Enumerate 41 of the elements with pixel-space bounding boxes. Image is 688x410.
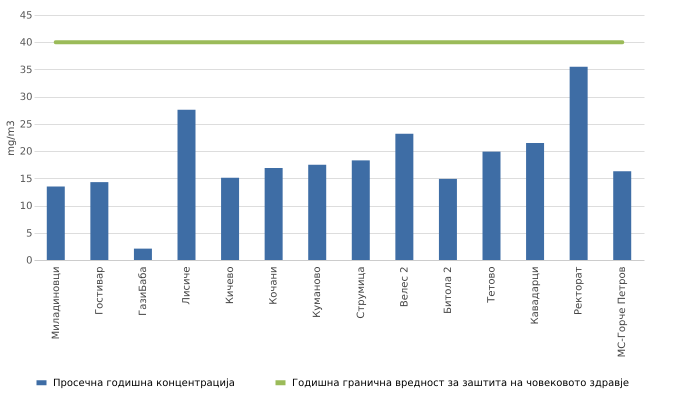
x-tick-label: Велес 2 [399,266,410,308]
bar [221,178,240,260]
bar [526,142,544,260]
x-tick-label: Кавадарци [530,266,542,324]
x-tick-label: Куманово [312,266,324,318]
legend-label: Годишна гранична вредност за заштита на човековото здравје [292,378,630,389]
bar [438,178,457,260]
x-tick-label: МС-Горче Петров [617,266,628,358]
bar [352,160,370,260]
y-tick-label: 30 [20,92,32,104]
bar [570,66,588,260]
x-tick-label: Лисиче [182,266,192,305]
bar [90,182,108,260]
x-tick-label: Кочани [268,266,280,305]
bar [178,110,196,260]
y-tick-label: 25 [20,119,32,130]
x-tick-label: Битола 2 [442,266,454,314]
bar [482,152,500,260]
y-tick-label: 15 [20,174,32,185]
x-tick-label: Кичево [225,266,236,304]
bar [134,248,152,260]
bar [46,186,65,260]
legend-label: Просечна годишна концентрација [53,378,235,389]
x-tick-label: Миладиновци [50,266,62,340]
x-tick-label: Гостивар [94,266,106,315]
x-tick-label: ГазиБаба [138,266,149,316]
bar [395,134,414,260]
y-tick-label: 0 [26,256,32,266]
x-tick-label: Струмица [356,266,367,319]
x-tick-label: Ректорат [574,266,585,315]
y-tick-label: 35 [20,64,32,76]
y-tick-label: 5 [26,228,32,240]
y-tick-label: 40 [20,38,32,49]
y-tick-label: 10 [20,201,32,212]
y-tick-label: 20 [20,146,32,158]
y-axis-title: mg/m3 [6,120,17,156]
bar [613,171,632,260]
bar [308,164,326,260]
x-tick-label: Тетово [486,266,498,304]
bar [264,168,283,260]
y-tick-label: 45 [20,10,32,22]
